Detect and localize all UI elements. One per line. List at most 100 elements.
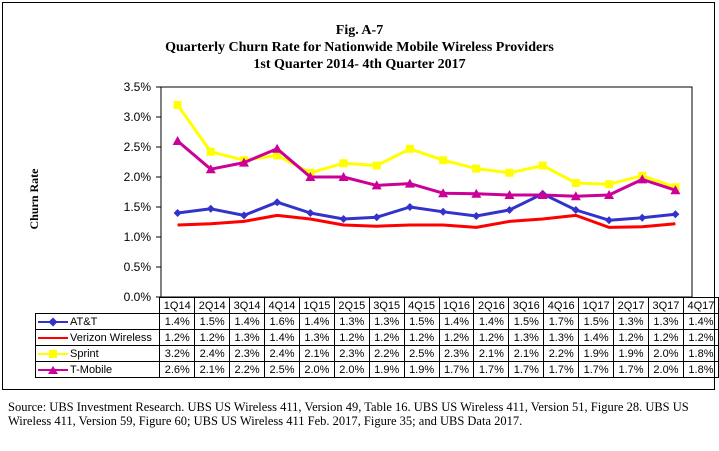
x-tick-label: 2Q14 — [194, 297, 231, 314]
data-label: 2.2% — [543, 345, 580, 362]
data-point — [272, 143, 283, 153]
series-line-2 — [176, 104, 676, 189]
table-row: Sprint 3.2% 2.4% 2.3% 2.4% 2.1% 2.3% 2.2% 2.5% 2.… — [34, 345, 719, 362]
data-label: 3.2% — [159, 345, 196, 362]
data-label: 2.0% — [333, 361, 370, 378]
x-tick-label: 1Q16 — [438, 297, 475, 314]
x-tick-label: 4Q16 — [543, 297, 580, 314]
data-point — [605, 216, 614, 225]
data-point — [338, 172, 349, 181]
data-point — [604, 190, 615, 199]
data-point — [305, 172, 316, 181]
data-label: 2.1% — [508, 345, 545, 362]
data-point — [172, 136, 183, 145]
data-point — [538, 161, 547, 170]
y-tick-label: 2.0% — [124, 170, 152, 184]
data-label: 2.0% — [648, 361, 684, 378]
data-label: 1.2% — [682, 329, 719, 346]
data-point — [505, 206, 514, 214]
data-label: 1.7% — [613, 361, 649, 378]
data-label: 1.7% — [508, 361, 545, 378]
data-point — [371, 180, 382, 190]
data-label: 1.3% — [229, 329, 266, 346]
chart-title-line-2: Quarterly Churn Rate for Nationwide Mobi… — [165, 40, 554, 55]
data-label: 1.9% — [578, 345, 615, 362]
data-label: 1.7% — [543, 361, 580, 378]
data-label: 1.4% — [159, 313, 196, 330]
data-point — [405, 203, 414, 211]
data-point — [238, 157, 249, 167]
table-row: Verizon Wireless 1.2% 1.2% 1.3% 1.4% 1.3% 1.2%… — [34, 329, 719, 346]
data-label: 2.4% — [194, 345, 231, 362]
legend-swatch — [38, 334, 68, 342]
data-label: 1.2% — [194, 329, 231, 346]
data-label: 1.2% — [159, 329, 196, 346]
legend-marker — [48, 365, 58, 374]
series-line-0 — [177, 192, 676, 222]
chart-title-line-3: 1st Quarter 2014- 4th Quarter 2017 — [253, 57, 466, 72]
chart-title-line-1: Fig. A-7 — [335, 23, 384, 38]
data-label: 1.6% — [264, 313, 300, 330]
data-point — [504, 190, 515, 199]
data-label: 2.5% — [403, 345, 440, 362]
data-label: 1.4% — [473, 313, 510, 330]
data-label: 1.7% — [473, 361, 510, 378]
legend-line — [38, 336, 68, 339]
data-table: 1Q14 2Q14 3Q14 4Q14 1Q15 2Q15 3Q15 4Q15 1Q16 2Q16… — [34, 297, 719, 378]
data-label: 1.7% — [578, 361, 615, 378]
x-tick-label: 3Q17 — [648, 297, 684, 314]
data-point — [206, 147, 215, 156]
data-label: 2.0% — [298, 361, 335, 378]
data-label: 1.8% — [682, 345, 719, 362]
data-label: 1.2% — [473, 329, 510, 346]
data-label: 1.9% — [403, 361, 440, 378]
legend-entry: AT&T — [34, 313, 161, 330]
data-label: 2.6% — [159, 361, 196, 378]
legend-swatch — [38, 317, 68, 327]
legend-marker — [48, 317, 58, 327]
data-point — [239, 211, 248, 220]
data-point — [404, 178, 415, 188]
legend-label: AT&T — [70, 315, 98, 328]
x-tick-label: 3Q16 — [508, 297, 545, 314]
x-tick-label: 2Q15 — [333, 297, 370, 314]
data-point — [306, 209, 315, 217]
data-point — [273, 198, 282, 207]
y-tick-label: 2.5% — [124, 140, 152, 154]
data-label: 1.7% — [543, 313, 580, 330]
legend-entry: Sprint — [34, 345, 161, 362]
data-label: 2.1% — [298, 345, 335, 362]
legend-marker — [49, 349, 57, 358]
data-label: 1.3% — [298, 329, 335, 346]
data-point — [570, 191, 581, 201]
x-tick-label: 1Q15 — [298, 297, 335, 314]
x-tick-label: 2Q16 — [473, 297, 510, 314]
x-tick-label: 1Q17 — [578, 297, 615, 314]
x-tick-label: 4Q14 — [264, 297, 300, 314]
data-label: 1.2% — [648, 329, 684, 346]
data-point — [206, 204, 215, 213]
y-tick-label: 3.5% — [124, 80, 152, 94]
data-point — [472, 164, 481, 173]
data-point — [372, 161, 381, 170]
data-label: 1.4% — [264, 329, 300, 346]
data-label: 1.2% — [368, 329, 405, 346]
data-point — [439, 156, 448, 165]
legend-entry: T-Mobile — [34, 361, 161, 378]
data-point — [273, 151, 282, 160]
legend-entry: Verizon Wireless — [34, 329, 161, 346]
data-label: 1.3% — [508, 329, 545, 346]
data-label: 2.0% — [648, 345, 684, 362]
data-label: 1.4% — [578, 329, 615, 346]
data-point — [471, 188, 482, 198]
data-label: 1.9% — [613, 345, 649, 362]
data-label: 2.3% — [333, 345, 370, 362]
data-point — [205, 164, 216, 174]
table-row: T-Mobile 2.6% 2.1% 2.2% 2.5% 2.0% 2.0% 1.9% 1.9%… — [34, 361, 719, 378]
legend-swatch — [38, 349, 68, 358]
y-tick-label: 0.5% — [124, 260, 152, 274]
series-line-1 — [177, 213, 676, 229]
data-point — [339, 215, 348, 223]
legend-swatch — [38, 365, 68, 374]
x-tick-label: 4Q15 — [403, 297, 440, 314]
